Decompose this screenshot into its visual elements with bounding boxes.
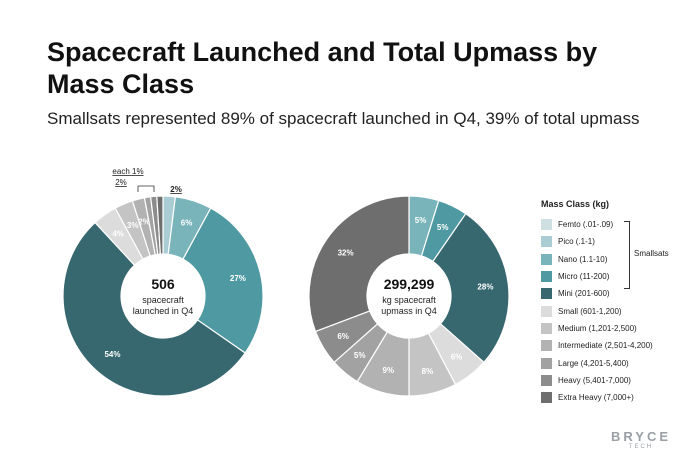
legend-item: Nano (1.1-10) (541, 251, 681, 268)
donut-center (368, 255, 450, 337)
logo-sub: TECH (628, 444, 654, 450)
donut-center (122, 255, 204, 337)
legend: Mass Class (kg) Femto (.01-.09) Pico (.1-… (541, 199, 681, 406)
legend-item: Small (601-1,200) (541, 302, 681, 319)
legend-swatch (541, 322, 552, 334)
logo-main: BRYCE (610, 429, 672, 444)
donut-slice (156, 195, 164, 255)
legend-label: Extra Heavy (7,000+) (558, 393, 634, 403)
slice-label: 3% (127, 221, 139, 230)
slice-label: 6% (337, 332, 349, 341)
legend-swatch (541, 374, 552, 386)
slice-label: 54% (104, 350, 120, 359)
legend-label: Nano (1.1-10) (558, 254, 608, 264)
legend-item: Intermediate (2,501-4,200) (541, 337, 681, 354)
legend-item: Extra Heavy (7,000+) (541, 389, 681, 406)
bryce-logo: BRYCE TECH (608, 429, 674, 451)
each-1pct-annotation: each 1% 2% (112, 167, 155, 192)
donut-upmass: 5% 5% 28% 6% 8% 9% 5% 6% 32% 299,299 kg spacecraft… (308, 195, 510, 397)
smallsats-label: Smallsats (634, 249, 669, 258)
annotation-text: each 1% (112, 167, 143, 176)
annotation-bracket (137, 185, 155, 192)
slice-label: 2% (138, 217, 150, 226)
slice-label: 6% (451, 353, 463, 362)
legend-label: Intermediate (2,501-4,200) (558, 341, 653, 351)
legend-swatch (541, 340, 552, 352)
donut-slice (182, 207, 264, 354)
legend-item: Mini (201-600) (541, 285, 681, 302)
page-title: Spacecraft Launched and Total Upmass by … (47, 37, 598, 99)
slice-label: 28% (477, 283, 493, 292)
slice-label: 32% (338, 248, 354, 257)
center-label: upmass in Q4 (381, 306, 437, 316)
legend-label: Pico (.1-1) (558, 237, 595, 247)
slice-label: 6% (181, 219, 193, 228)
legend-label: Medium (1,201-2,500) (558, 323, 637, 333)
legend-swatch (541, 357, 552, 369)
legend-label: Heavy (5,401-7,000) (558, 375, 631, 385)
legend-swatch (541, 288, 552, 300)
annotation-2pct: 2% (115, 178, 127, 187)
legend-label: Small (601-1,200) (558, 306, 622, 316)
slice-label: 9% (383, 366, 395, 375)
center-value: 506 (151, 276, 175, 292)
legend-item: Pico (.1-1) (541, 233, 681, 250)
legend-title: Mass Class (kg) (541, 199, 610, 209)
legend-label: Mini (201-600) (558, 289, 610, 299)
slice-label: 5% (415, 216, 427, 225)
slice-label: 8% (422, 367, 434, 376)
legend-label: Micro (11-200) (558, 272, 610, 282)
legend-swatch (541, 219, 552, 231)
donut-slice (62, 221, 246, 397)
donut-slice (432, 212, 510, 364)
slice-label: 27% (230, 274, 246, 283)
legend-item: Large (4,201-5,400) (541, 354, 681, 371)
legend-swatch (541, 305, 552, 317)
legend-swatch (541, 236, 552, 248)
smallsats-bracket (624, 221, 630, 289)
legend-item: Medium (1,201-2,500) (541, 320, 681, 337)
slice-label: 5% (354, 351, 366, 360)
slice-label: 5% (437, 223, 449, 232)
legend-item: Femto (.01-.09) (541, 216, 681, 233)
legend-item: Heavy (5,401-7,000) (541, 372, 681, 389)
slice-label: 2% (170, 185, 182, 194)
center-label: spacecraft (142, 295, 184, 305)
center-label: launched in Q4 (133, 306, 194, 316)
center-label: kg spacecraft (382, 295, 436, 305)
legend-label: Femto (.01-.09) (558, 220, 614, 230)
slice-label: 4% (112, 229, 124, 238)
legend-swatch (541, 253, 552, 265)
center-value: 299,299 (384, 276, 435, 292)
legend-swatch (541, 392, 552, 404)
legend-item: Micro (11-200) (541, 268, 681, 285)
donut-slice (308, 195, 410, 333)
legend-swatch (541, 271, 552, 283)
legend-label: Large (4,201-5,400) (558, 358, 629, 368)
page-subtitle: Smallsats represented 89% of spacecraft … (47, 109, 640, 128)
